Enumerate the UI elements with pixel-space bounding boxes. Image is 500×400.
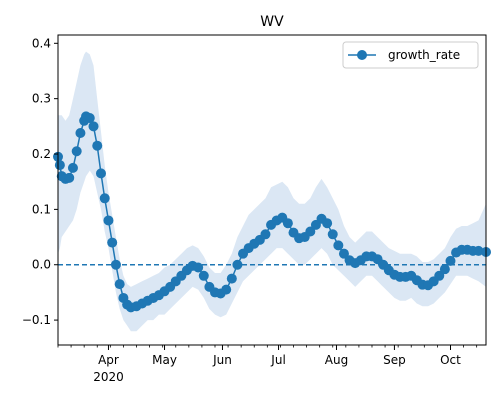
data-point	[439, 264, 450, 275]
data-point	[473, 245, 484, 256]
data-point	[88, 121, 99, 132]
data-point	[282, 218, 293, 229]
data-point	[327, 229, 338, 240]
legend-marker-swatch	[357, 50, 367, 60]
y-tick-label: 0.3	[32, 92, 51, 106]
x-tick-label: Oct	[440, 353, 461, 367]
y-tick-label: 0.4	[32, 36, 51, 50]
data-point	[232, 259, 243, 270]
data-point	[198, 270, 209, 281]
legend-label: growth_rate	[388, 48, 460, 62]
data-point	[226, 273, 237, 284]
data-point	[114, 279, 125, 290]
x-tick-label: Apr	[98, 353, 119, 367]
data-point	[260, 229, 271, 240]
data-point	[92, 140, 103, 151]
data-point	[107, 237, 118, 248]
legend: growth_rate	[342, 41, 479, 69]
data-point	[322, 218, 333, 229]
data-point	[71, 146, 82, 157]
y-tick-label: 0.2	[32, 147, 51, 161]
data-point	[338, 248, 349, 259]
data-point	[434, 270, 445, 281]
data-point	[64, 172, 75, 183]
data-point	[103, 215, 114, 226]
data-point	[445, 255, 456, 266]
y-tick-label: −0.1	[22, 313, 51, 327]
y-tick-label: 0.1	[32, 202, 51, 216]
x-tick-label: Aug	[325, 353, 348, 367]
data-point	[193, 262, 204, 273]
data-point	[110, 259, 121, 270]
data-point	[84, 113, 95, 124]
data-point	[221, 284, 232, 295]
x-tick-label: Jun	[212, 353, 232, 367]
y-tick-label: 0.0	[32, 258, 51, 272]
legend-box	[342, 41, 479, 69]
data-point	[95, 168, 106, 179]
data-point	[99, 193, 110, 204]
data-point	[333, 240, 344, 251]
x-tick-label: May	[152, 353, 177, 367]
plot-area	[53, 51, 491, 332]
data-point	[75, 127, 86, 138]
x-tick-year-label: 2020	[93, 370, 124, 384]
data-point	[305, 226, 316, 237]
x-tick-label: Jul	[270, 353, 285, 367]
plot-frame	[57, 34, 487, 346]
x-tick-label: Sep	[383, 353, 406, 367]
data-point	[54, 160, 65, 171]
data-point	[67, 162, 78, 173]
chart-title: WV	[260, 14, 284, 30]
